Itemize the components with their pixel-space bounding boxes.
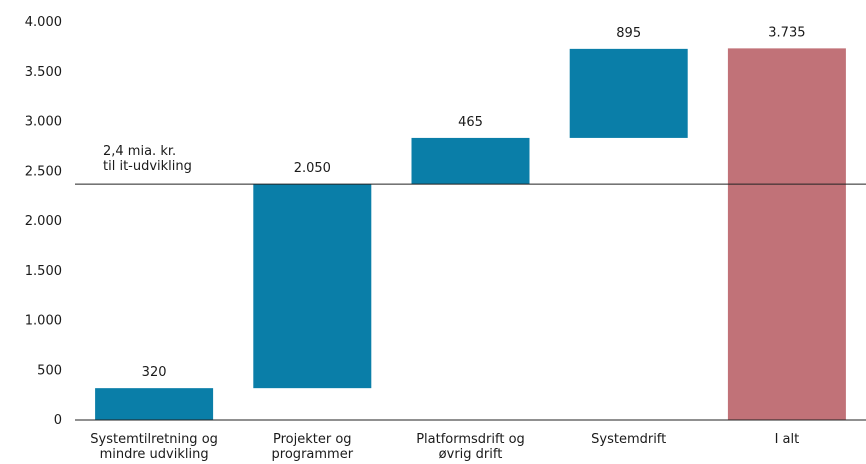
value-label: 3.735 [768, 25, 805, 40]
bar [569, 48, 688, 138]
x-tick-label: Systemtilretning og mindre udvikling [90, 432, 218, 462]
y-tick-label: 0 [54, 413, 62, 428]
bar [253, 184, 372, 389]
y-tick-label: 1.000 [25, 313, 62, 328]
y-tick-label: 2.000 [25, 214, 62, 229]
value-label: 2.050 [294, 161, 331, 176]
y-tick-label: 500 [37, 363, 62, 378]
bar [95, 388, 214, 420]
x-tick-label: Platformsdrift og øvrig drift [416, 432, 525, 462]
value-label: 895 [616, 25, 641, 40]
y-tick-label: 1.500 [25, 263, 62, 278]
bar [411, 137, 530, 185]
y-tick-label: 4.000 [25, 15, 62, 30]
y-tick-label: 3.500 [25, 64, 62, 79]
y-tick-label: 2.500 [25, 164, 62, 179]
x-tick-label: Projekter og programmer [272, 432, 354, 462]
bar [727, 48, 846, 421]
value-label: 465 [458, 114, 483, 129]
y-tick-label: 3.000 [25, 114, 62, 129]
x-tick-label: I alt [775, 432, 800, 447]
value-label: 320 [142, 365, 167, 380]
reference-label: 2,4 mia. kr. til it-udvikling [103, 144, 192, 174]
x-tick-label: Systemdrift [591, 432, 666, 447]
